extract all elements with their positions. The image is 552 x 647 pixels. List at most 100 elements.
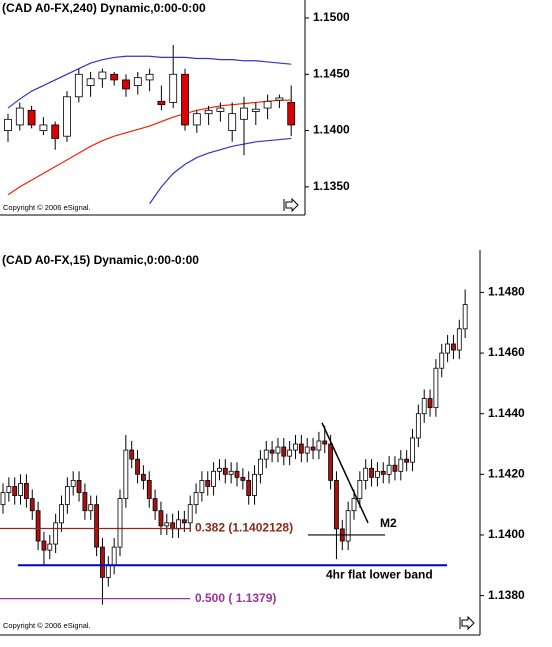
candle-body bbox=[398, 458, 404, 472]
candle-body bbox=[334, 479, 339, 530]
candle-body bbox=[122, 79, 130, 90]
band-line bbox=[7, 55, 292, 109]
candle-body bbox=[29, 498, 35, 512]
candle-body bbox=[345, 510, 351, 542]
scroll-icon[interactable] bbox=[459, 615, 475, 631]
candle-body bbox=[6, 486, 12, 493]
candle-body bbox=[293, 443, 298, 451]
y-tick-label: 1.1420 bbox=[488, 467, 525, 481]
candle-body bbox=[63, 96, 71, 137]
candle-body bbox=[257, 458, 263, 475]
y-tick-label: 1.1450 bbox=[313, 66, 350, 80]
copyright: Copyright © 2006 eSignal. bbox=[3, 621, 91, 630]
candle-body bbox=[51, 124, 60, 139]
candle-body bbox=[263, 100, 272, 109]
candle-body bbox=[263, 449, 269, 460]
candle-body bbox=[158, 510, 164, 527]
trend-line bbox=[321, 422, 369, 524]
candle-body bbox=[59, 504, 64, 524]
y-tick-label: 1.1440 bbox=[488, 406, 525, 420]
candle-body bbox=[404, 458, 410, 463]
candle-body bbox=[199, 479, 205, 493]
candle-body bbox=[152, 498, 158, 512]
candle-body bbox=[205, 479, 211, 487]
candle-body bbox=[64, 486, 70, 506]
candle-body bbox=[110, 73, 119, 81]
candle-body bbox=[18, 483, 23, 496]
candle-body bbox=[298, 443, 304, 454]
candle-body bbox=[27, 109, 36, 126]
candle-body bbox=[415, 413, 421, 439]
candle-body bbox=[252, 473, 257, 496]
candle-body bbox=[53, 522, 59, 545]
candle-body bbox=[234, 470, 240, 478]
candle-body bbox=[39, 124, 48, 131]
candle-body bbox=[192, 113, 201, 126]
y-tick-label: 1.1380 bbox=[488, 588, 525, 602]
candle-body bbox=[369, 467, 374, 478]
candle-body bbox=[169, 73, 178, 103]
candle-body bbox=[164, 522, 170, 527]
candle-body bbox=[187, 504, 193, 524]
candle-body bbox=[176, 519, 181, 530]
candle-body bbox=[181, 519, 187, 524]
candle-body bbox=[228, 470, 234, 475]
candle-body bbox=[310, 446, 316, 451]
candle-body bbox=[427, 398, 433, 409]
candle-body bbox=[181, 73, 189, 126]
candle-body bbox=[94, 504, 99, 548]
y-tick-label: 1.1500 bbox=[313, 10, 350, 24]
candle-body bbox=[351, 498, 357, 512]
candle-body bbox=[140, 473, 146, 481]
candle-body bbox=[322, 440, 328, 445]
candle-body bbox=[228, 113, 237, 131]
candle-body bbox=[287, 449, 293, 457]
candle-body bbox=[316, 440, 322, 451]
candle-body bbox=[246, 479, 252, 496]
candle-body bbox=[0, 492, 6, 506]
candle-body bbox=[12, 486, 18, 496]
level-label: 4hr flat lower band bbox=[326, 567, 433, 581]
candle-body bbox=[275, 97, 284, 101]
candle-body bbox=[133, 77, 142, 86]
candle-body bbox=[23, 483, 29, 499]
candle-body bbox=[439, 352, 445, 369]
candle-body bbox=[123, 449, 129, 499]
candle-body bbox=[4, 118, 12, 131]
candle-body bbox=[433, 367, 439, 409]
candle-body bbox=[380, 470, 386, 475]
candle-body bbox=[328, 443, 334, 481]
candle-body bbox=[145, 73, 154, 81]
candle-body bbox=[211, 470, 217, 487]
candle-body bbox=[129, 449, 135, 460]
candle-body bbox=[240, 476, 246, 481]
candle-body bbox=[76, 479, 82, 493]
candle-body bbox=[82, 492, 88, 512]
candle-body bbox=[269, 449, 275, 454]
candle-body bbox=[374, 470, 380, 478]
scroll-icon[interactable] bbox=[283, 197, 299, 213]
candle-body bbox=[287, 102, 296, 126]
candle-body bbox=[386, 464, 392, 475]
candle-body bbox=[86, 78, 95, 86]
y-tick-label: 1.1400 bbox=[488, 527, 525, 541]
candle-body bbox=[357, 479, 363, 499]
y-tick-label: 1.1460 bbox=[488, 345, 525, 359]
chart-title: (CAD A0-FX,15) Dynamic,0:00-0:00 bbox=[2, 253, 199, 267]
candle-body bbox=[98, 71, 107, 80]
level-label: 0.500 ( 1.1379) bbox=[195, 591, 276, 605]
candle-body bbox=[462, 304, 468, 330]
y-tick-label: 1.1480 bbox=[488, 285, 525, 299]
candle-body bbox=[445, 343, 451, 354]
candle-body bbox=[74, 73, 83, 98]
candle-body bbox=[392, 464, 398, 472]
band-line bbox=[7, 99, 292, 196]
candle-body bbox=[135, 458, 140, 475]
y-tick-label: 1.1400 bbox=[313, 123, 350, 137]
candle-body bbox=[251, 108, 260, 112]
candle-body bbox=[47, 543, 53, 551]
candle-body bbox=[100, 546, 105, 578]
level-label: 0.382 (1.1402128) bbox=[195, 521, 293, 535]
candle-body bbox=[157, 100, 166, 106]
